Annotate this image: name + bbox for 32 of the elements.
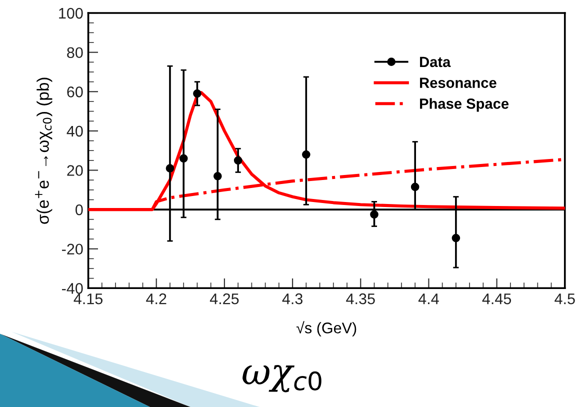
y-tick-label: 60 <box>67 86 83 98</box>
x-tick-label: 4.2 <box>146 293 166 304</box>
point <box>166 164 174 172</box>
point <box>179 154 188 163</box>
legend-label: Data <box>420 56 451 68</box>
x-tick-label: 4.3 <box>282 293 302 304</box>
x-tick-label: 4.15 <box>74 294 103 304</box>
y-tick-label: 20 <box>67 165 83 176</box>
point <box>234 156 242 165</box>
y-axis-title: σ(e$^{+}$e$^{−}$→ωχ$_{c0}$) (pb) <box>35 78 52 224</box>
x-tick-label: 4.4 <box>418 294 439 304</box>
x-tick-label: 4.45 <box>482 294 512 304</box>
x-tick-label: 4.25 <box>210 293 239 304</box>
point <box>370 210 378 219</box>
point <box>302 150 310 159</box>
y-tick-label: -40 <box>62 283 83 294</box>
legend-label: Phase Space <box>420 98 509 112</box>
legend-label: Resonance <box>420 78 496 88</box>
x-tick-label: 4.35 <box>346 293 375 304</box>
point <box>410 182 420 192</box>
y-tick-label: 0 <box>76 204 83 216</box>
point <box>452 234 460 242</box>
point <box>193 89 202 98</box>
y-tick-label: -20 <box>62 244 83 255</box>
x-axis-title: √s (GeV) <box>296 321 356 336</box>
y-tick-label: 80 <box>67 47 83 58</box>
y-tick-label: 100 <box>59 8 83 19</box>
y-tick-label: 40 <box>66 126 83 137</box>
x-tick-label: 4.5 <box>554 294 575 304</box>
point <box>213 172 222 180</box>
line-series <box>88 91 565 212</box>
text: ωχ$_{c0}$ <box>242 364 322 392</box>
